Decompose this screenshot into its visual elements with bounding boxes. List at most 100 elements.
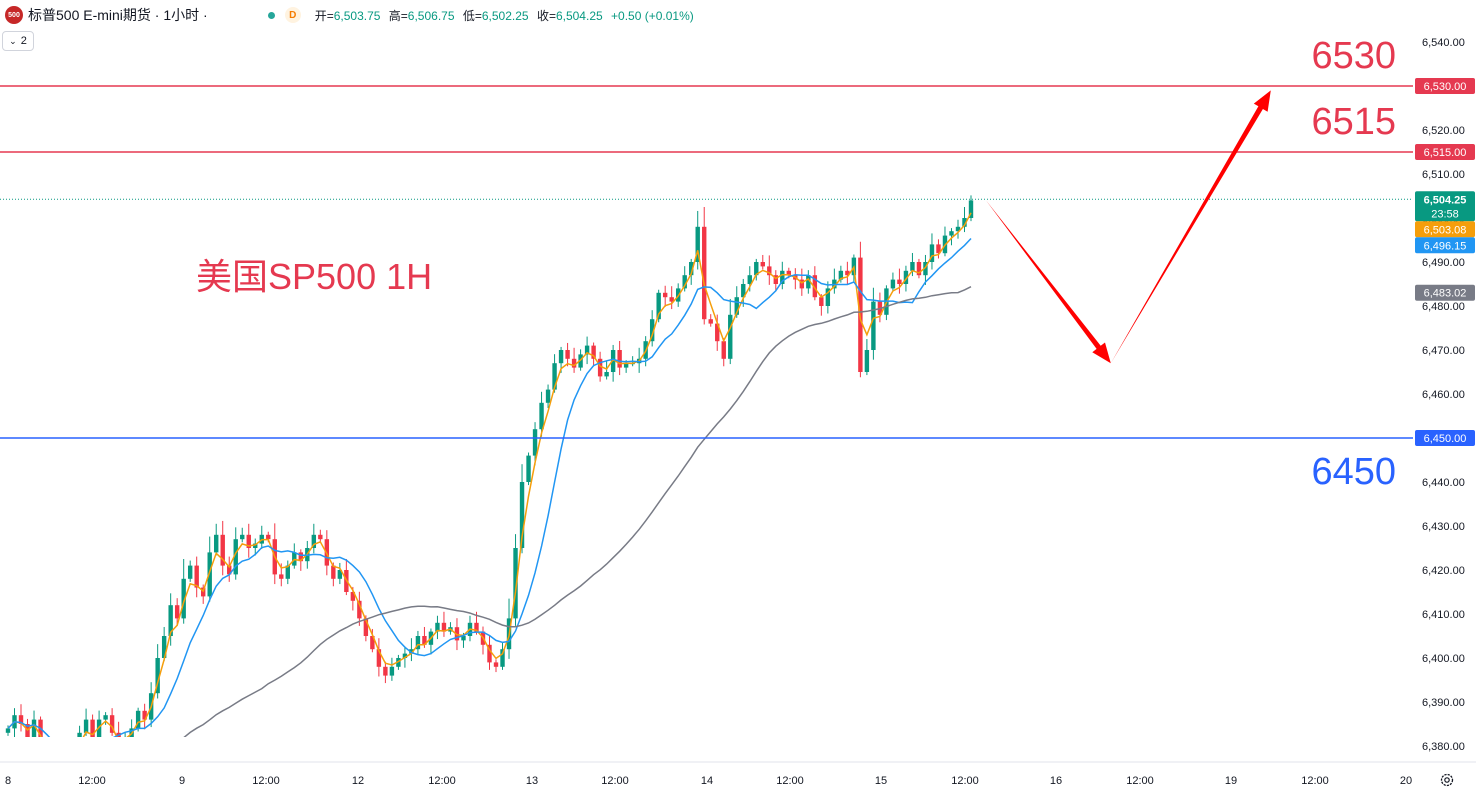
candle-body [604, 372, 609, 377]
candle-body [435, 622, 440, 632]
candle-body [910, 262, 915, 271]
candle-body [240, 534, 245, 540]
candle-body [155, 658, 160, 694]
candle-body [285, 565, 290, 579]
x-tick-label: 15 [875, 775, 887, 787]
candle-body [318, 534, 323, 540]
axis-price-tag [1415, 237, 1475, 254]
level-price-tag-text: 6,515.00 [1424, 147, 1467, 159]
y-tick-label: 6,460.00 [1422, 389, 1465, 401]
candle-body [721, 341, 726, 359]
chart-header: 500 标普500 E-mini期货 · 1小时 · D 开=6,503.75 … [0, 0, 694, 30]
candle-body [890, 279, 896, 289]
indicator-count: 2 [20, 35, 27, 47]
candle-body [64, 764, 68, 782]
chart-annotation: 美国SP500 1H [196, 256, 432, 297]
candle-body [402, 653, 408, 658]
axis-price-tag-text: 6,503.08 [1424, 224, 1467, 236]
x-tick-label: 9 [179, 775, 185, 787]
axis-price-tag-text: 6,496.15 [1424, 240, 1467, 252]
candle-body [903, 270, 909, 284]
gear-icon[interactable] [1438, 771, 1456, 789]
x-tick-label: 12:00 [601, 775, 629, 787]
candle-body [760, 262, 765, 267]
candle-body [929, 244, 935, 262]
candle-body [799, 279, 805, 289]
candle-body [500, 649, 505, 667]
candle-body [31, 719, 37, 737]
candle-body [838, 270, 844, 280]
candle-body [194, 565, 199, 588]
projection-arrow-down [986, 200, 1111, 364]
y-tick-label: 6,440.00 [1422, 477, 1465, 489]
y-tick-label: 6,380.00 [1422, 741, 1465, 753]
open-value: 6,503.75 [333, 8, 381, 23]
symbol-title[interactable]: 标普500 E-mini期货 · 1小时 · [28, 7, 208, 23]
level-price-tag [1415, 430, 1475, 446]
level-price-tag [1415, 144, 1475, 160]
candle-body [77, 732, 82, 737]
change-value: +0.50 (+0.01%) [611, 8, 694, 23]
candle-body [539, 402, 544, 430]
candle-body [174, 605, 180, 619]
candle-body [734, 297, 739, 315]
y-tick-label: 6,400.00 [1422, 653, 1465, 665]
candle-body [474, 622, 479, 632]
candle-body [715, 323, 720, 342]
candle-body [233, 539, 238, 575]
x-tick-label: 12:00 [252, 775, 280, 787]
level-price-tag-text: 6,450.00 [1424, 433, 1467, 445]
x-tick-label: 8 [5, 775, 11, 787]
candle-body [689, 262, 694, 276]
candle-body [669, 297, 674, 302]
axis-price-tag [1415, 284, 1475, 301]
candle-body [728, 314, 733, 359]
indicator-collapse-button[interactable]: ⌄ 2 [2, 31, 34, 51]
candle-body [142, 710, 147, 720]
y-tick-label: 6,470.00 [1422, 345, 1465, 357]
candle-body [864, 350, 870, 372]
candle-body [955, 226, 961, 232]
candle-body [968, 200, 974, 218]
y-tick-label: 6,480.00 [1422, 301, 1465, 313]
candle-body [214, 534, 219, 553]
candle-body [519, 482, 525, 548]
axis-price-tag [1415, 191, 1475, 222]
candle-body [617, 350, 622, 368]
high-label: 高= [388, 8, 408, 23]
resistance-level-label: 6515 [1311, 101, 1396, 143]
delay-badge: D [284, 7, 301, 23]
candle-body [578, 354, 583, 368]
candle-body [597, 358, 603, 377]
candle-body [754, 262, 759, 276]
candle-body [545, 389, 551, 403]
open-label: 开= [314, 8, 334, 23]
candle-body [897, 279, 902, 284]
candle-body [220, 534, 225, 566]
candle-body [845, 270, 850, 276]
candle-body [708, 319, 713, 324]
candle-body [96, 719, 102, 737]
candle-body [409, 649, 414, 654]
low-value: 6,502.25 [481, 8, 529, 23]
candle-body [767, 266, 772, 276]
candle-body [656, 292, 661, 320]
x-tick-label: 12 [352, 775, 364, 787]
x-tick-label: 12:00 [776, 775, 804, 787]
candle-body [18, 715, 24, 724]
candle-body [161, 636, 167, 658]
candle-body [51, 772, 55, 790]
candle-body [389, 666, 395, 676]
candle-body [662, 292, 668, 298]
candle-body [103, 715, 108, 720]
candle-body [350, 592, 356, 601]
candle-body [962, 218, 967, 227]
candle-body [45, 746, 49, 772]
y-tick-label: 6,520.00 [1422, 125, 1465, 137]
candle-body [916, 262, 922, 276]
x-tick-label: 12:00 [951, 775, 979, 787]
candle-body [819, 297, 824, 306]
support-level-label: 6450 [1311, 451, 1396, 493]
candle-body [396, 658, 401, 667]
